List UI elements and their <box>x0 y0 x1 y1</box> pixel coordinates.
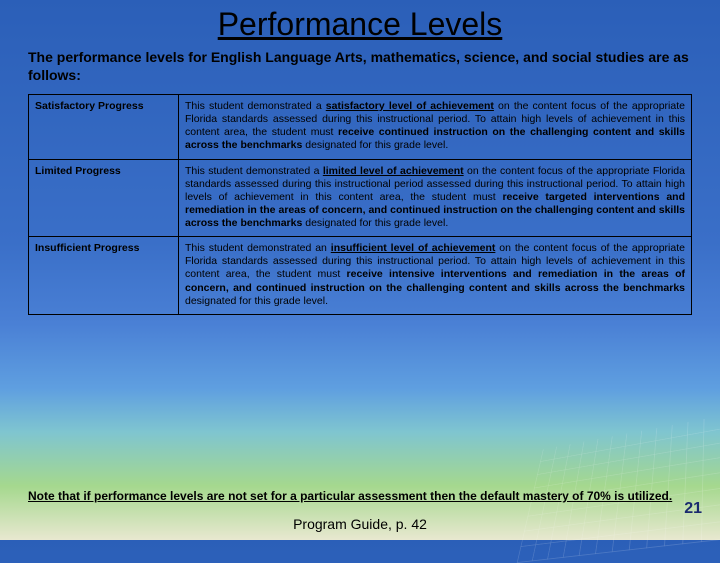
level-description: This student demonstrated a satisfactory… <box>179 95 692 160</box>
level-description: This student demonstrated an insufficien… <box>179 237 692 315</box>
intro-text: The performance levels for English Langu… <box>28 49 692 84</box>
page-title: Performance Levels <box>28 6 692 43</box>
levels-table: Satisfactory Progress This student demon… <box>28 94 692 315</box>
table-row: Insufficient Progress This student demon… <box>29 237 692 315</box>
level-description: This student demonstrated a limited leve… <box>179 159 692 237</box>
table-row: Satisfactory Progress This student demon… <box>29 95 692 160</box>
footnote: Note that if performance levels are not … <box>28 489 692 504</box>
level-name: Satisfactory Progress <box>29 95 179 160</box>
level-name: Insufficient Progress <box>29 237 179 315</box>
slide-content: Performance Levels The performance level… <box>0 0 720 315</box>
footer-reference: Program Guide, p. 42 <box>0 516 720 532</box>
level-name: Limited Progress <box>29 159 179 237</box>
page-number: 21 <box>684 500 702 518</box>
table-row: Limited Progress This student demonstrat… <box>29 159 692 237</box>
